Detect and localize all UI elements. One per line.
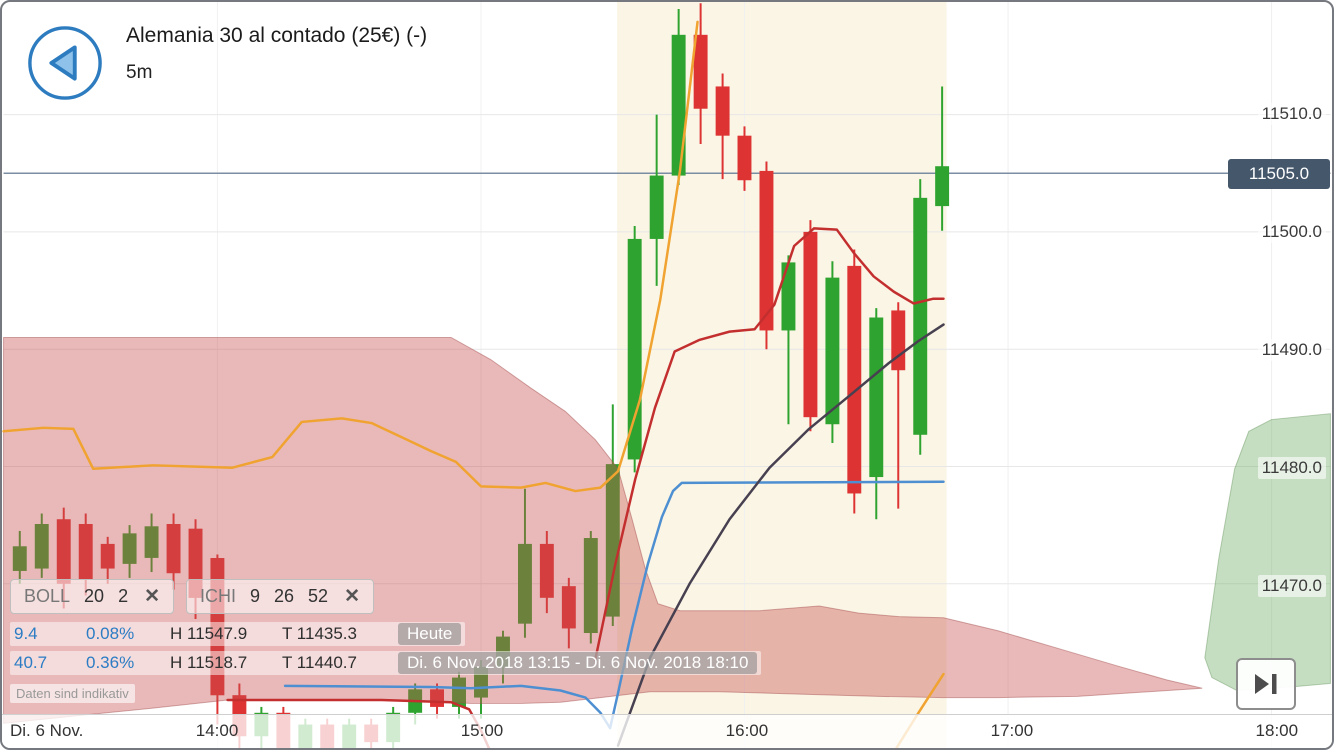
candle-body	[605, 464, 620, 617]
time-tick-label: 17:00	[990, 721, 1034, 740]
candle-body	[891, 310, 906, 371]
indicator-chips: BOLL 20 2 ✕ ICHI 9 26 52 ✕	[10, 579, 374, 614]
candle-body	[12, 546, 27, 571]
quote-info-row-range: 40.7 0.36% H 11518.7 T 11440.7 Di. 6 Nov…	[10, 651, 762, 675]
back-arrow-icon	[28, 26, 102, 100]
back-button[interactable]	[26, 24, 104, 102]
candle-body	[935, 166, 950, 207]
time-tick-label: 16:00	[725, 721, 769, 740]
kijun-sen-line	[593, 227, 945, 662]
candle-body	[517, 543, 532, 624]
change-percent: 0.36%	[86, 653, 135, 672]
time-tick-label: 15:00	[460, 721, 504, 740]
time-axis[interactable]: Di. 6 Nov. 14:00 15:00 16:00 17:00 18:00	[2, 714, 1332, 748]
tenkan-sen-line	[2, 20, 699, 493]
change-percent: 0.08%	[86, 624, 135, 643]
candle-body	[627, 238, 642, 460]
change-value: 40.7	[14, 653, 48, 672]
candle-body	[56, 519, 71, 584]
ichimoku-cloud-bullish	[1204, 413, 1331, 692]
remove-indicator-icon[interactable]: ✕	[144, 586, 160, 607]
candle-body	[34, 524, 49, 569]
candle-body	[649, 175, 664, 239]
candle-body	[781, 262, 796, 331]
period-label: Heute	[398, 623, 462, 645]
candle-body	[452, 677, 466, 707]
instrument-title: Alemania 30 al contado (25€) (-)	[126, 24, 428, 47]
indicator-param: 52	[308, 586, 329, 606]
period-label: Di. 6 Nov. 2018 13:15 - Di. 6 Nov. 2018 …	[398, 652, 758, 674]
indicator-name: BOLL	[24, 586, 71, 606]
change-value: 9.4	[14, 624, 38, 643]
candle-body	[78, 524, 93, 580]
quote-info-panel: 9.4 0.08% H 11547.9 T 11435.3 Heute 40.7…	[10, 622, 762, 703]
time-tick-label: 18:00	[1255, 721, 1299, 740]
candle-body	[166, 524, 181, 574]
candle-body	[539, 543, 554, 598]
timeframe-label[interactable]: 5m	[126, 62, 153, 83]
candle-body	[561, 586, 576, 629]
candle-body	[715, 86, 730, 136]
header-titles: Alemania 30 al contado (25€) (-) 5m	[126, 24, 427, 84]
low-value: T 11435.3	[282, 624, 357, 643]
current-price-badge: 11505.0	[1228, 159, 1330, 190]
candle-body	[737, 135, 752, 181]
chart-header: Alemania 30 al contado (25€) (-) 5m	[26, 24, 427, 102]
indicator-param: 9	[250, 586, 261, 606]
low-value: T 11440.7	[282, 653, 357, 672]
remove-indicator-icon[interactable]: ✕	[344, 586, 360, 607]
chikou-span-line	[616, 323, 945, 747]
candle-body	[847, 265, 862, 494]
candle-body	[671, 34, 686, 176]
disclaimer-text: Daten sind indikativ	[10, 684, 135, 703]
time-tick-label: 14:00	[195, 721, 239, 740]
candle-body	[693, 34, 708, 109]
indicator-chip-boll[interactable]: BOLL 20 2 ✕	[10, 579, 174, 614]
candle-body	[100, 543, 115, 569]
indicator-chip-ichi[interactable]: ICHI 9 26 52 ✕	[186, 579, 374, 614]
high-value: H 11547.9	[170, 624, 248, 643]
candle-body	[122, 533, 137, 564]
candle-body	[583, 538, 598, 634]
current-price-label: 11505.0	[1248, 164, 1310, 184]
candle-body	[913, 197, 928, 435]
indicator-param: 2	[118, 586, 129, 606]
skip-to-end-icon	[1255, 674, 1277, 694]
candle-body	[869, 317, 884, 478]
indicator-param: 26	[274, 586, 295, 606]
high-value: H 11518.7	[170, 653, 248, 672]
indicator-name: ICHI	[200, 586, 236, 606]
candle-body	[759, 170, 774, 331]
date-label: Di. 6 Nov.	[10, 721, 84, 740]
jump-to-latest-button[interactable]	[1236, 658, 1296, 710]
quote-info-row-today: 9.4 0.08% H 11547.9 T 11435.3 Heute	[10, 622, 466, 646]
candle-body	[825, 277, 840, 425]
indicator-param: 20	[84, 586, 105, 606]
candle-body	[803, 231, 818, 418]
candle-body	[144, 526, 159, 558]
